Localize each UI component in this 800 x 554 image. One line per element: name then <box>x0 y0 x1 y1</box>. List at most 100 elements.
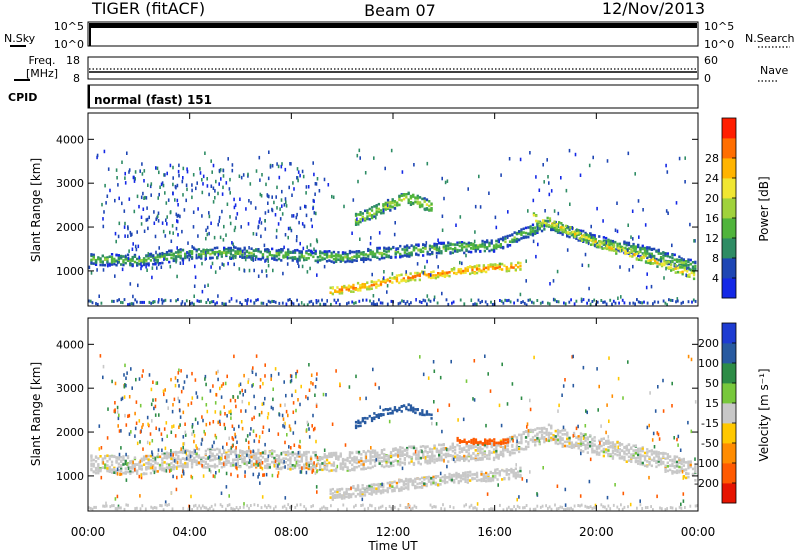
echo-cell <box>414 486 417 490</box>
echo-cell <box>545 433 548 436</box>
echo-cell <box>608 246 611 249</box>
echo-cell <box>315 182 318 186</box>
echo-cell <box>131 232 133 237</box>
echo-cell <box>634 302 636 306</box>
echo-cell <box>350 493 353 496</box>
echo-cell <box>570 442 573 445</box>
echo-cell <box>255 169 258 173</box>
echo-cell <box>555 300 558 304</box>
echo-cell <box>311 250 313 255</box>
echo-cell <box>388 481 392 484</box>
echo-cell <box>684 180 686 184</box>
echo-cell <box>232 249 235 252</box>
echo-cell <box>332 468 336 472</box>
echo-cell <box>402 481 405 485</box>
echo-cell <box>268 194 270 199</box>
echo-cell <box>97 469 100 473</box>
echo-cell <box>108 255 111 258</box>
echo-cell <box>235 216 237 220</box>
echo-cell <box>309 467 313 471</box>
echo-cell <box>193 449 196 453</box>
echo-cell <box>682 461 685 464</box>
echo-cell <box>656 265 659 268</box>
power-panel <box>88 148 697 307</box>
echo-cell <box>391 272 394 276</box>
echo-cell <box>632 449 635 452</box>
echo-cell <box>334 290 337 293</box>
echo-cell <box>430 276 433 279</box>
echo-cell <box>127 234 129 238</box>
echo-cell <box>614 301 617 305</box>
echo-cell <box>236 461 239 465</box>
echo-cell <box>471 271 474 274</box>
echo-cell <box>233 228 236 233</box>
echo-cell <box>204 254 207 257</box>
echo-cell <box>115 253 118 257</box>
echo-cell <box>387 465 390 468</box>
echo-cell <box>99 455 102 458</box>
echo-cell <box>595 448 599 451</box>
echo-cell <box>165 218 167 222</box>
echo-cell <box>560 176 562 180</box>
echo-cell <box>637 199 640 203</box>
echo-cell <box>482 264 485 267</box>
echo-cell <box>265 182 267 187</box>
echo-cell <box>259 452 262 455</box>
echo-cell <box>104 263 107 267</box>
echo-cell <box>491 472 495 475</box>
echo-cell <box>389 202 392 205</box>
echo-cell <box>398 480 401 484</box>
echo-cell <box>205 228 207 232</box>
echo-cell <box>650 254 653 257</box>
echo-cell <box>554 220 557 224</box>
echo-cell <box>586 446 589 450</box>
echo-cell <box>177 169 180 174</box>
echo-cell <box>500 173 502 177</box>
echo-cell <box>282 248 284 252</box>
echo-cell <box>219 235 222 240</box>
echo-cell <box>314 259 317 263</box>
echo-cell <box>359 492 362 496</box>
echo-cell <box>227 249 230 252</box>
echo-cell <box>594 243 596 248</box>
echo-cell <box>266 255 269 259</box>
echo-cell <box>209 248 212 252</box>
echo-cell <box>590 243 593 246</box>
echo-cell <box>552 436 555 439</box>
echo-cell <box>340 285 344 289</box>
echo-cell <box>172 451 175 454</box>
echo-cell <box>428 460 432 464</box>
echo-cell <box>545 222 548 226</box>
echo-cell <box>474 244 477 247</box>
echo-cell <box>229 450 233 453</box>
echo-cell <box>367 247 370 251</box>
echo-cell <box>627 223 629 227</box>
echo-cell <box>281 162 283 166</box>
echo-cell <box>124 459 127 463</box>
echo-cell <box>181 179 184 184</box>
echo-cell <box>422 445 425 448</box>
echo-cell <box>176 246 178 250</box>
echo-cell <box>234 203 237 207</box>
echo-cell <box>307 185 310 189</box>
echo-cell <box>257 460 260 464</box>
echo-cell <box>101 263 104 267</box>
echo-cell <box>171 224 174 228</box>
echo-cell <box>394 256 397 259</box>
echo-cell <box>106 454 109 457</box>
echo-cell <box>194 264 196 269</box>
echo-cell <box>239 247 242 251</box>
echo-cell <box>225 248 228 251</box>
echo-cell <box>371 449 374 452</box>
echo-cell <box>563 301 565 305</box>
echo-cell <box>337 455 340 458</box>
echo-cell <box>478 478 481 482</box>
echo-cell <box>459 215 462 219</box>
echo-cell <box>161 251 164 256</box>
echo-cell <box>694 299 697 303</box>
echo-cell <box>611 441 615 444</box>
echo-cell <box>389 247 393 251</box>
echo-cell <box>161 468 164 472</box>
echo-cell <box>360 463 363 466</box>
echo-cell <box>165 251 169 254</box>
